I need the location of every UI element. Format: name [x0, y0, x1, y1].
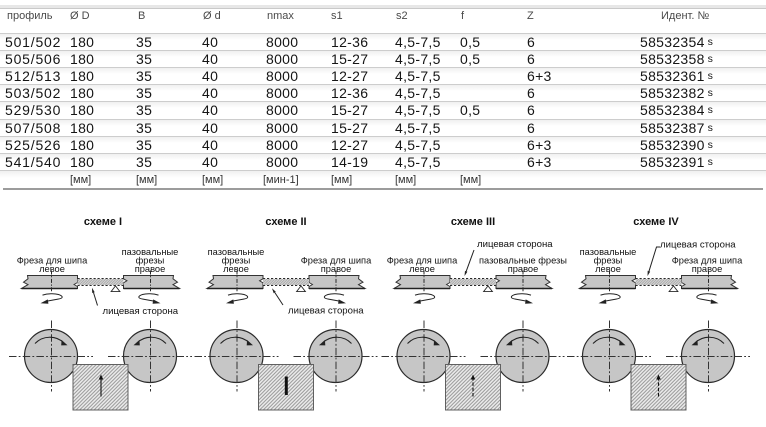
svg-text:лицевая сторона: лицевая сторона [288, 306, 364, 317]
svg-text:правое: правое [135, 264, 166, 274]
svg-text:левое: левое [223, 264, 249, 274]
svg-text:лицевая сторона: лицевая сторона [660, 240, 736, 251]
svg-text:левое: левое [39, 264, 65, 274]
svg-text:фрезы: фрезы [594, 256, 623, 266]
svg-text:схеме II: схеме II [265, 216, 306, 228]
svg-text:Фреза для шипа: Фреза для шипа [17, 256, 88, 266]
svg-text:фрезы: фрезы [222, 256, 251, 266]
svg-text:лицевая сторона: лицевая сторона [103, 306, 179, 317]
svg-text:схеме IV: схеме IV [633, 216, 679, 228]
svg-text:пазовальные: пазовальные [208, 247, 265, 257]
svg-text:пазовальные фрезы: пазовальные фрезы [479, 256, 567, 266]
svg-text:лицевая сторона: лицевая сторона [477, 239, 553, 250]
svg-text:Фреза для шипа: Фреза для шипа [672, 256, 743, 266]
svg-text:схеме III: схеме III [451, 216, 495, 228]
svg-text:пазовальные: пазовальные [122, 247, 179, 257]
svg-text:левое: левое [409, 264, 435, 274]
svg-text:схеме I: схеме I [84, 216, 122, 228]
svg-text:пазовальные: пазовальные [580, 247, 637, 257]
svg-text:левое: левое [595, 264, 621, 274]
svg-text:правое: правое [692, 264, 723, 274]
svg-text:Фреза для шипа: Фреза для шипа [387, 256, 458, 266]
svg-text:правое: правое [321, 264, 352, 274]
svg-text:Фреза для шипа: Фреза для шипа [301, 256, 372, 266]
svg-text:правое: правое [508, 264, 539, 274]
svg-text:фрезы: фрезы [136, 256, 165, 266]
